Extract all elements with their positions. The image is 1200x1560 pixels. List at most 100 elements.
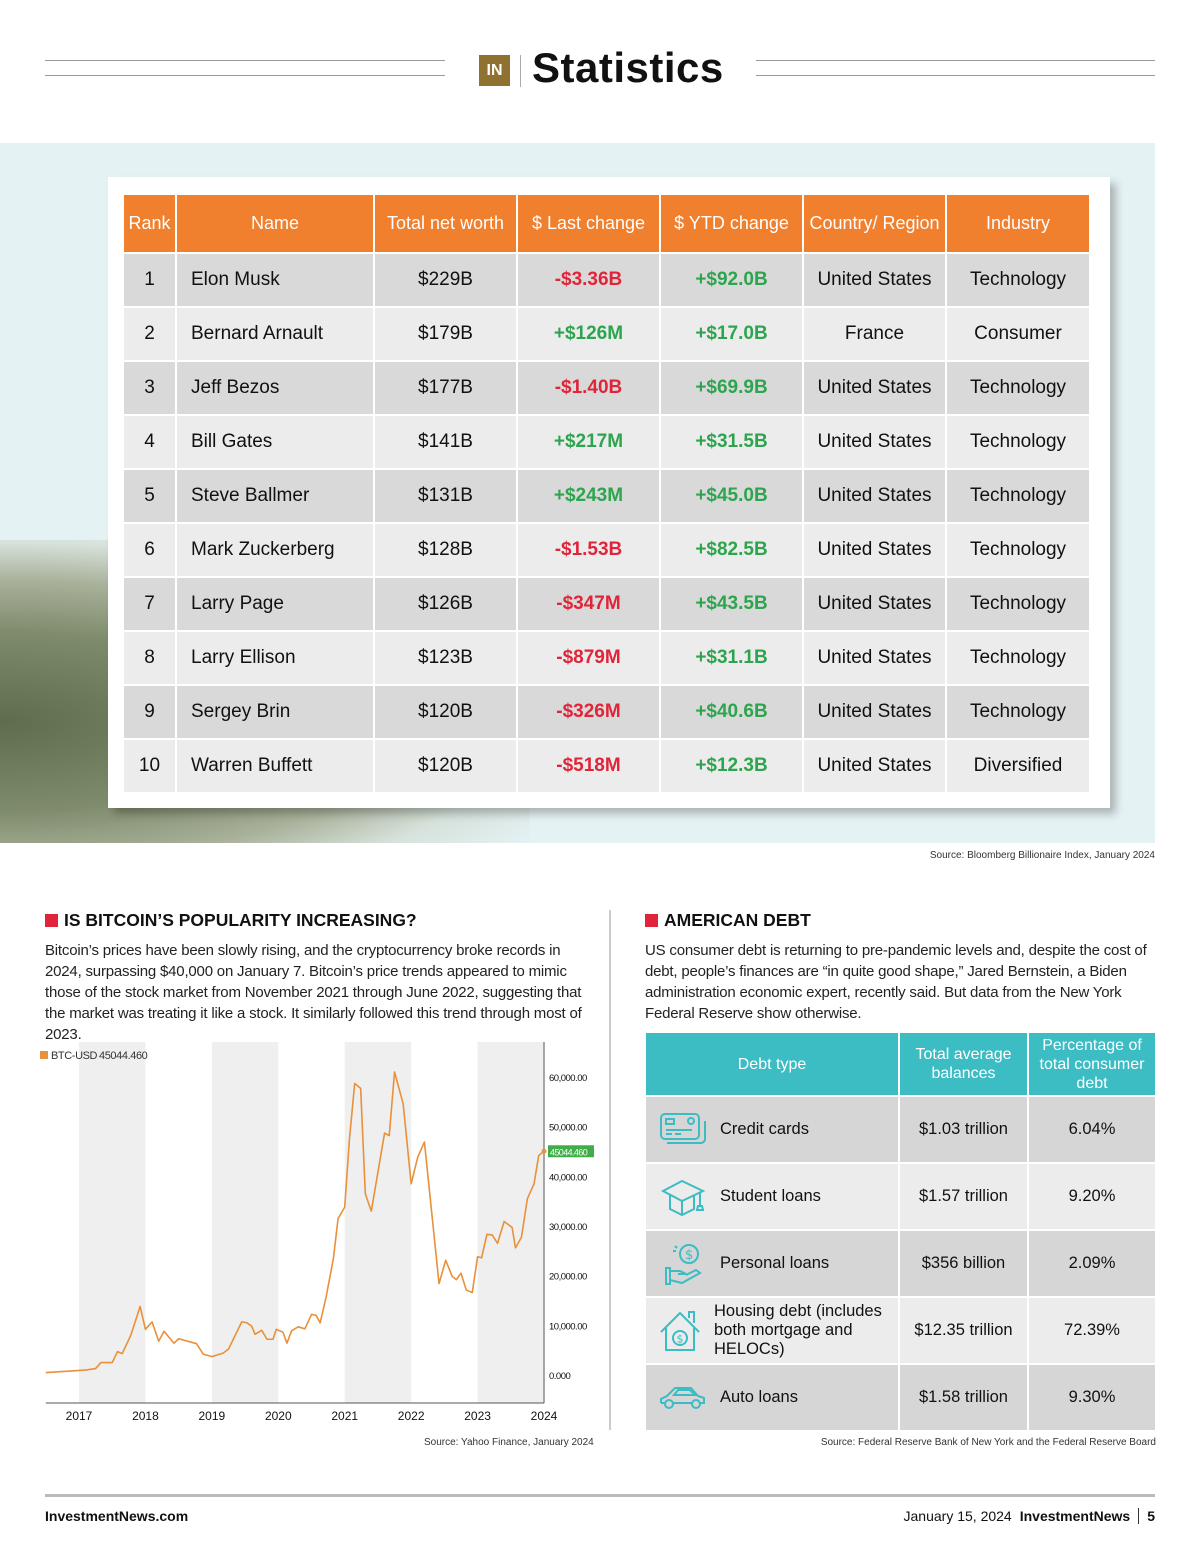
cell-ytd: +$40.6B (661, 686, 802, 738)
cell-industry: Technology (947, 254, 1089, 306)
debt-type-label: Personal loans (720, 1254, 830, 1272)
cell-country: France (804, 308, 945, 360)
debt-type: Auto loans (646, 1383, 898, 1413)
cell-pct: 9.20% (1029, 1164, 1155, 1229)
last-value-badge (548, 1145, 595, 1158)
cell-ytd: +$82.5B (661, 524, 802, 576)
cell-industry: Technology (947, 686, 1089, 738)
footer-right: January 15, 2024 InvestmentNews 5 (904, 1508, 1155, 1524)
y-tick-label: 60,000.00 (549, 1073, 587, 1084)
credit-card-icon (658, 1112, 708, 1148)
cell-worth: $131B (375, 470, 516, 522)
cell-rank: 10 (124, 740, 175, 792)
x-tick-label: 2023 (464, 1409, 491, 1423)
cell-balance: $1.57 trillion (900, 1164, 1027, 1229)
last-value-label: 45044.460 (550, 1147, 588, 1157)
cell-pct: 6.04% (1029, 1097, 1155, 1162)
hand-money-icon: $ (658, 1242, 708, 1286)
cell-balance: $1.58 trillion (900, 1365, 1027, 1430)
cell-name: Larry Ellison (177, 632, 373, 684)
cell-last: -$1.53B (518, 524, 659, 576)
debt-type-label: Housing debt (includes both mortgage and… (714, 1302, 882, 1358)
cell-industry: Diversified (947, 740, 1089, 792)
x-tick-label: 2020 (265, 1409, 292, 1423)
graduation-cap-icon (658, 1177, 708, 1217)
cell-name: Steve Ballmer (177, 470, 373, 522)
cell-worth: $123B (375, 632, 516, 684)
bitcoin-heading-text: IS BITCOIN’S POPULARITY INCREASING? (64, 910, 417, 930)
cell-balance: $356 billion (900, 1231, 1027, 1296)
cell-rank: 8 (124, 632, 175, 684)
cell-industry: Technology (947, 578, 1089, 630)
cell-ytd: +$92.0B (661, 254, 802, 306)
debt-col-header: Percentage of total consumer debt (1029, 1033, 1155, 1095)
cell-ytd: +$17.0B (661, 308, 802, 360)
cell-country: United States (804, 740, 945, 792)
cell-industry: Technology (947, 416, 1089, 468)
column-divider (609, 910, 611, 1430)
column-header: Rank (124, 195, 175, 252)
cell-last: -$347M (518, 578, 659, 630)
debt-table: Debt type Total average balances Percent… (644, 1031, 1157, 1432)
debt-type: $ Housing debt (includes both mortgage an… (646, 1302, 898, 1359)
cell-last: +$217M (518, 416, 659, 468)
table-row: 4 Bill Gates $141B +$217M +$31.5B United Stat… (124, 416, 1089, 468)
cell-name: Mark Zuckerberg (177, 524, 373, 576)
x-tick-label: 2019 (199, 1409, 226, 1423)
legend-value: 45044.460 (99, 1050, 148, 1062)
cell-debt-type: Credit cards (646, 1097, 898, 1162)
x-tick-label: 2024 (531, 1409, 558, 1423)
cell-ytd: +$12.3B (661, 740, 802, 792)
cell-worth: $120B (375, 686, 516, 738)
table-row: 8 Larry Ellison $123B -$879M +$31.1B United S… (124, 632, 1089, 684)
debt-body: US consumer debt is returning to pre-pan… (645, 942, 1147, 1022)
shaded-year-band (211, 1042, 279, 1403)
cell-country: United States (804, 524, 945, 576)
cell-country: United States (804, 254, 945, 306)
cell-last: -$326M (518, 686, 659, 738)
cell-last: +$126M (518, 308, 659, 360)
cell-rank: 9 (124, 686, 175, 738)
red-square-icon (45, 914, 58, 927)
y-tick-label: 50,000.00 (549, 1123, 587, 1134)
footer-divider (1138, 1508, 1140, 1524)
cell-rank: 2 (124, 308, 175, 360)
header-rule (45, 75, 445, 76)
billionaire-table: Rank Name Total net worth $ Last change $ YT… (122, 193, 1091, 794)
footer-brand: InvestmentNews (1019, 1508, 1131, 1524)
x-tick-label: 2018 (132, 1409, 159, 1423)
cell-ytd: +$31.1B (661, 632, 802, 684)
shaded-year-band (344, 1042, 412, 1403)
cell-name: Larry Page (177, 578, 373, 630)
last-point-marker (541, 1148, 547, 1154)
cell-worth: $229B (375, 254, 516, 306)
footer-rule (45, 1494, 1155, 1497)
cell-industry: Technology (947, 632, 1089, 684)
bitcoin-price-chart: 2017 2018 2019 2020 2021 2022 2023 2024 0.000 10,… (40, 1042, 595, 1423)
page-title: Statistics (532, 44, 724, 91)
cell-last: -$879M (518, 632, 659, 684)
header-rule (756, 60, 1155, 61)
x-tick-label: 2021 (331, 1409, 358, 1423)
cell-country: United States (804, 632, 945, 684)
cell-worth: $177B (375, 362, 516, 414)
svg-text:$: $ (685, 1248, 693, 1263)
cell-name: Elon Musk (177, 254, 373, 306)
debt-col-header: Total average balances (900, 1033, 1027, 1095)
footer-date: January 15, 2024 (903, 1508, 1012, 1524)
y-tick-label: 20,000.00 (549, 1272, 587, 1283)
billionaire-source: Source: Bloomberg Billionaire Index, Jan… (929, 850, 1155, 861)
y-tick-label: 10,000.00 (549, 1321, 587, 1332)
footer-site: InvestmentNews.com (45, 1508, 189, 1524)
table-row: 1 Elon Musk $229B -$3.36B +$92.0B United Stat… (124, 254, 1089, 306)
cell-debt-type: Auto loans (646, 1365, 898, 1430)
cell-balance: $1.03 trillion (900, 1097, 1027, 1162)
car-icon (658, 1383, 708, 1413)
cell-rank: 5 (124, 470, 175, 522)
btc-price-line (45, 1071, 545, 1374)
column-header: Name (177, 195, 373, 252)
table-row: $ Housing debt (includes both mortgage an… (646, 1298, 1155, 1363)
debt-type: Credit cards (646, 1112, 898, 1148)
cell-country: United States (804, 686, 945, 738)
cell-last: -$3.36B (518, 254, 659, 306)
